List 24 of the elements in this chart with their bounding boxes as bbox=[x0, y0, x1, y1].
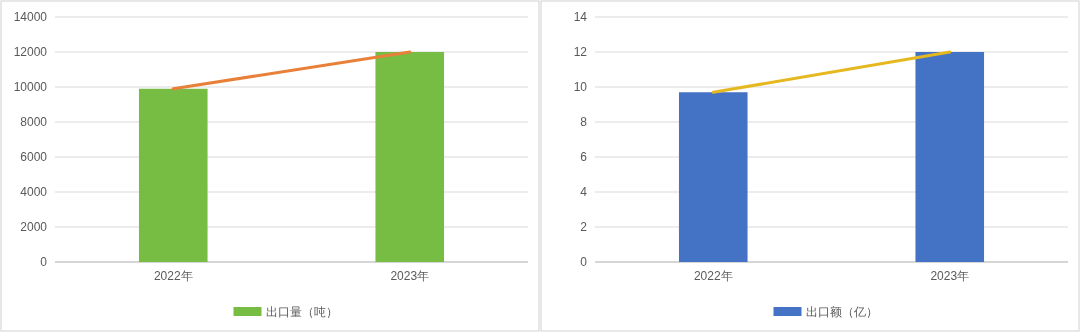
y-tick-label: 8 bbox=[580, 115, 588, 129]
x-tick-label: 2023年 bbox=[930, 269, 970, 283]
y-tick-label: 2 bbox=[580, 220, 588, 234]
y-tick-label: 8000 bbox=[20, 115, 48, 129]
y-tick-label: 14000 bbox=[13, 10, 48, 24]
y-tick-label: 4 bbox=[580, 185, 588, 199]
y-tick-label: 4000 bbox=[20, 185, 48, 199]
legend-label: 出口额（亿） bbox=[805, 305, 878, 319]
legend-label: 出口量（吨） bbox=[265, 305, 338, 319]
y-tick-label: 0 bbox=[40, 255, 48, 269]
x-tick-label: 2022年 bbox=[153, 269, 193, 283]
legend: 出口额（亿） bbox=[773, 305, 878, 319]
legend: 出口量（吨） bbox=[233, 305, 338, 319]
y-tick-label: 2000 bbox=[20, 220, 48, 234]
y-tick-label: 10000 bbox=[13, 80, 48, 94]
y-tick-label: 6000 bbox=[20, 150, 48, 164]
y-tick-label: 12 bbox=[573, 45, 588, 59]
y-tick-label: 12000 bbox=[13, 45, 48, 59]
y-tick-label: 14 bbox=[573, 10, 588, 24]
y-tick-label: 6 bbox=[580, 150, 588, 164]
x-tick-label: 2022年 bbox=[693, 269, 733, 283]
x-tick-label: 2023年 bbox=[390, 269, 430, 283]
y-tick-label: 0 bbox=[580, 255, 588, 269]
y-tick-label: 10 bbox=[573, 80, 588, 94]
